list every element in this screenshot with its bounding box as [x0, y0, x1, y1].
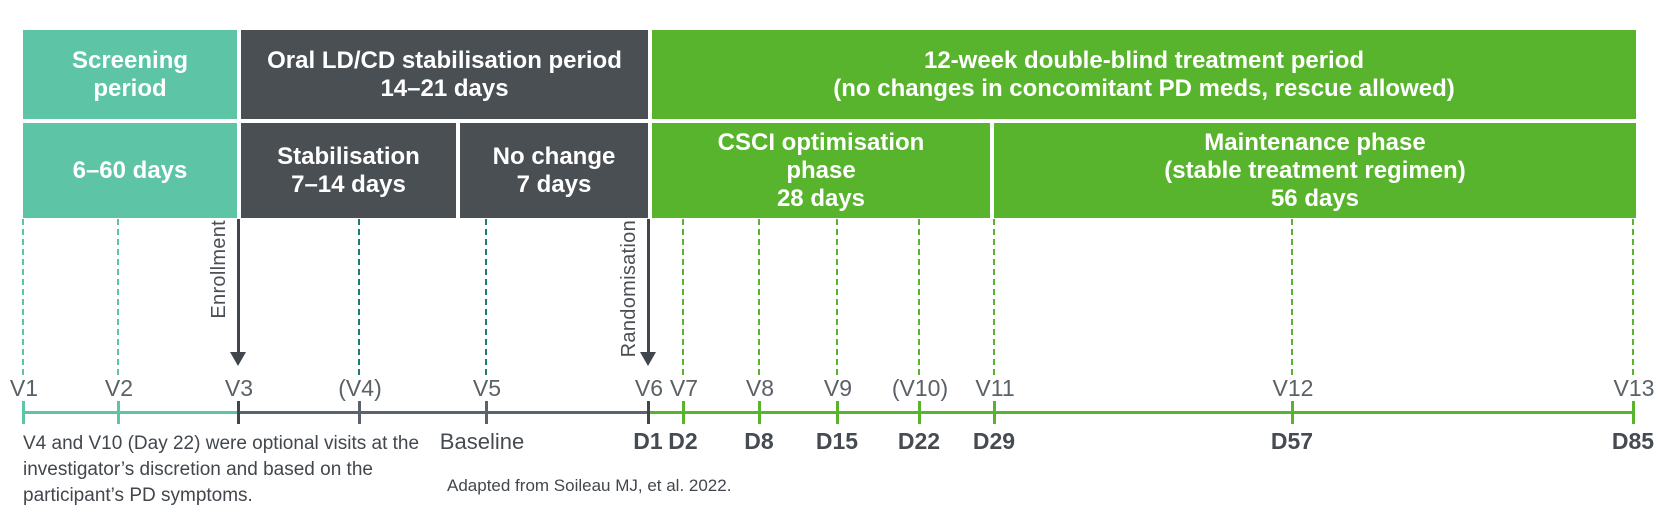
phase-screening-duration: 6–60 days	[23, 123, 237, 218]
tick-v8	[758, 401, 761, 424]
dash-line-v2	[117, 219, 119, 375]
visit-label-v7: V7	[669, 375, 699, 401]
visit-label-v2: V2	[104, 375, 134, 401]
phase-label-line: 14–21 days	[380, 74, 509, 102]
tick-v2	[117, 401, 120, 424]
dash-line-v1	[22, 219, 24, 375]
dash-line-v7	[682, 219, 684, 375]
dash-line-v9	[836, 219, 838, 375]
phase-label-line: 7–14 days	[291, 170, 406, 198]
tick-v9	[836, 401, 839, 424]
phase-label-line: period	[93, 74, 167, 102]
day-label-d1: D1	[633, 428, 663, 454]
visit-label-v10: (V10)	[891, 375, 949, 401]
phase-double-blind-treatment-period: 12-week double-blind treatment period (no…	[652, 30, 1636, 119]
milestone-label-enrollment: Enrollment	[208, 220, 230, 319]
visit-label-v1: V1	[9, 375, 39, 401]
day-label-d85: D85	[1611, 428, 1655, 454]
dash-line-v8	[758, 219, 760, 375]
phase-label-line: No change	[492, 142, 616, 170]
dash-line-v11	[993, 219, 995, 375]
phase-label-line: 12-week double-blind treatment period	[923, 46, 1365, 74]
visit-label-v13: V13	[1613, 375, 1655, 401]
milestone-arrowhead-randomisation	[640, 352, 656, 366]
footnote-line: investigator’s discretion and based on t…	[23, 459, 373, 480]
day-label-d8: D8	[744, 428, 774, 454]
footnote-line: participant’s PD symptoms.	[23, 485, 253, 506]
citation: Adapted from Soileau MJ, et al. 2022.	[447, 476, 732, 495]
dash-line-v5	[485, 219, 487, 375]
tick-v6	[647, 401, 650, 424]
milestone-label-randomisation: Randomisation	[618, 220, 640, 358]
phase-label-line: Stabilisation	[277, 142, 420, 170]
day-label-d29: D29	[972, 428, 1016, 454]
phase-label-line: 7 days	[516, 170, 592, 198]
footnote: V4 and V10 (Day 22) were optional visits…	[23, 431, 419, 509]
day-label-d57: D57	[1270, 428, 1314, 454]
day-label-d2: D2	[668, 428, 698, 454]
tick-v11	[993, 401, 996, 424]
tick-v13	[1632, 401, 1635, 424]
phase-label-line: CSCI optimisation	[717, 128, 925, 156]
timeline-axis-segment	[238, 411, 648, 414]
milestone-arrowhead-enrollment	[230, 352, 246, 366]
phase-stabilisation-phase: Stabilisation 7–14 days	[241, 123, 456, 218]
phase-csci-optimisation-phase: CSCI optimisation phase 28 days	[652, 123, 990, 218]
visit-label-v5: V5	[472, 375, 502, 401]
day-label-d15: D15	[815, 428, 859, 454]
tick-v12	[1291, 401, 1294, 424]
phase-label-line: (no changes in concomitant PD meds, resc…	[833, 74, 1455, 102]
visit-label-v12: V12	[1272, 375, 1314, 401]
tick-v1	[22, 401, 25, 424]
phase-label-line: Screening	[71, 46, 189, 74]
phase-oral-ldcd-stabilisation-period: Oral LD/CD stabilisation period 14–21 day…	[241, 30, 648, 119]
footnote-line: V4 and V10 (Day 22) were optional visits…	[23, 433, 420, 454]
phase-label-line: (stable treatment regimen)	[1164, 156, 1466, 184]
phase-no-change-phase: No change 7 days	[460, 123, 648, 218]
baseline-label: Baseline	[439, 429, 525, 454]
visit-label-v4: (V4)	[338, 375, 382, 401]
tick-v3	[237, 401, 240, 424]
tick-v7	[682, 401, 685, 424]
dash-line-v13	[1632, 219, 1634, 375]
tick-v4	[358, 401, 361, 424]
dash-line-v4	[358, 219, 360, 375]
phase-screening-period: Screening period	[23, 30, 237, 119]
phase-label-line: 28 days	[776, 184, 866, 212]
visit-label-v6: V6	[634, 375, 664, 401]
tick-v10	[918, 401, 921, 424]
phase-label-line: Maintenance phase	[1204, 128, 1426, 156]
visit-label-v11: V11	[975, 375, 1015, 401]
milestone-arrow-enrollment	[237, 219, 240, 353]
phase-label-line: 56 days	[1270, 184, 1360, 212]
milestone-arrow-randomisation	[647, 219, 650, 353]
day-label-d22: D22	[897, 428, 941, 454]
phase-label-line: phase	[786, 156, 856, 184]
dash-line-v12	[1291, 219, 1293, 375]
tick-v5	[485, 401, 488, 424]
timeline-axis-segment	[648, 411, 1634, 414]
dash-line-v10	[918, 219, 920, 375]
visit-label-v9: V9	[823, 375, 853, 401]
phase-label-line: Oral LD/CD stabilisation period	[267, 46, 622, 74]
phase-label-line: 6–60 days	[72, 156, 188, 184]
phase-maintenance-phase: Maintenance phase (stable treatment regim…	[994, 123, 1636, 218]
visit-label-v8: V8	[745, 375, 775, 401]
timeline-axis-segment	[23, 411, 238, 414]
visit-label-v3: V3	[224, 375, 254, 401]
